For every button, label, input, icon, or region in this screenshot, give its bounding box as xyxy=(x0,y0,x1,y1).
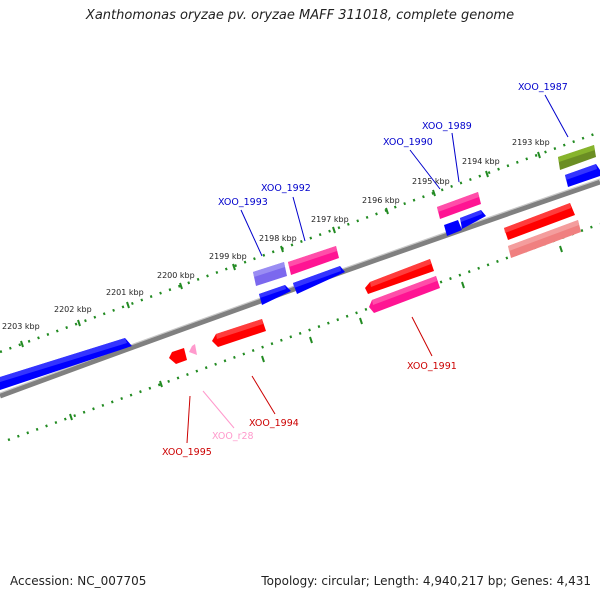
gene-xoo-1992-shape[interactable] xyxy=(288,246,339,275)
gene-label-xoo-1994[interactable]: XOO_1994 xyxy=(249,418,299,429)
map-title: Xanthomonas oryzae pv. oryzae MAFF 31101… xyxy=(85,8,515,23)
gene-xoo-1995-shape[interactable] xyxy=(169,348,187,364)
gene-xoo-1989-shape[interactable] xyxy=(437,192,481,219)
kbp-label: 2196 kbp xyxy=(362,196,400,205)
gene-blue-small-3[interactable] xyxy=(259,285,291,305)
topology-label: Topology: circular; Length: 4,940,217 bp… xyxy=(261,574,591,588)
gene-label-xoo-1989[interactable]: XOO_1989 xyxy=(422,121,472,132)
gene-label-xoo-1992[interactable]: XOO_1992 xyxy=(261,183,311,194)
label-leaders xyxy=(186,94,569,444)
kbp-label: 2198 kbp xyxy=(259,234,297,243)
gene-blue-small-2[interactable] xyxy=(460,210,486,229)
gene-xoo-1991-red-shape[interactable] xyxy=(365,259,434,294)
gene-blue-far-right[interactable] xyxy=(565,164,600,187)
gene-salmon-far-right[interactable] xyxy=(508,220,581,258)
gene-xoo-1991-magenta-shape[interactable] xyxy=(369,276,440,313)
kbp-label: 2200 kbp xyxy=(157,271,195,280)
gene-label-xoo-1991[interactable]: XOO_1991 xyxy=(407,361,457,372)
kbp-label: 2199 kbp xyxy=(209,252,247,261)
gene-label-xoo-1993[interactable]: XOO_1993 xyxy=(218,197,268,208)
gene-blue-long-left[interactable] xyxy=(0,338,132,390)
gene-blue-mid[interactable] xyxy=(293,266,345,294)
kbp-label: 2195 kbp xyxy=(412,177,450,186)
gene-label-xoo-r28[interactable]: XOO_r28 xyxy=(212,431,254,442)
gene-xoo-1987-shape[interactable] xyxy=(558,145,596,170)
outer-tick-track xyxy=(0,130,600,354)
kbp-label: 2193 kbp xyxy=(512,138,550,147)
gene-blue-small-1[interactable] xyxy=(444,220,462,236)
gene-xoo-1993-shape[interactable] xyxy=(253,262,287,286)
kbp-label: 2202 kbp xyxy=(54,305,92,314)
kbp-label: 2194 kbp xyxy=(462,157,500,166)
gene-label-xoo-1987[interactable]: XOO_1987 xyxy=(518,82,568,93)
gene-xoo-1994-shape[interactable] xyxy=(212,319,266,347)
gene-red-far-right[interactable] xyxy=(504,203,575,240)
major-ticks xyxy=(20,151,563,421)
accession-label: Accession: NC_007705 xyxy=(10,574,147,588)
kbp-label: 2197 kbp xyxy=(311,215,349,224)
gene-xoo-r28-shape[interactable] xyxy=(189,344,197,355)
kbp-label: 2201 kbp xyxy=(106,288,144,297)
gene-label-xoo-1995[interactable]: XOO_1995 xyxy=(162,447,212,458)
kbp-label: 2203 kbp xyxy=(2,322,40,331)
gene-label-xoo-1990[interactable]: XOO_1990 xyxy=(383,137,433,148)
